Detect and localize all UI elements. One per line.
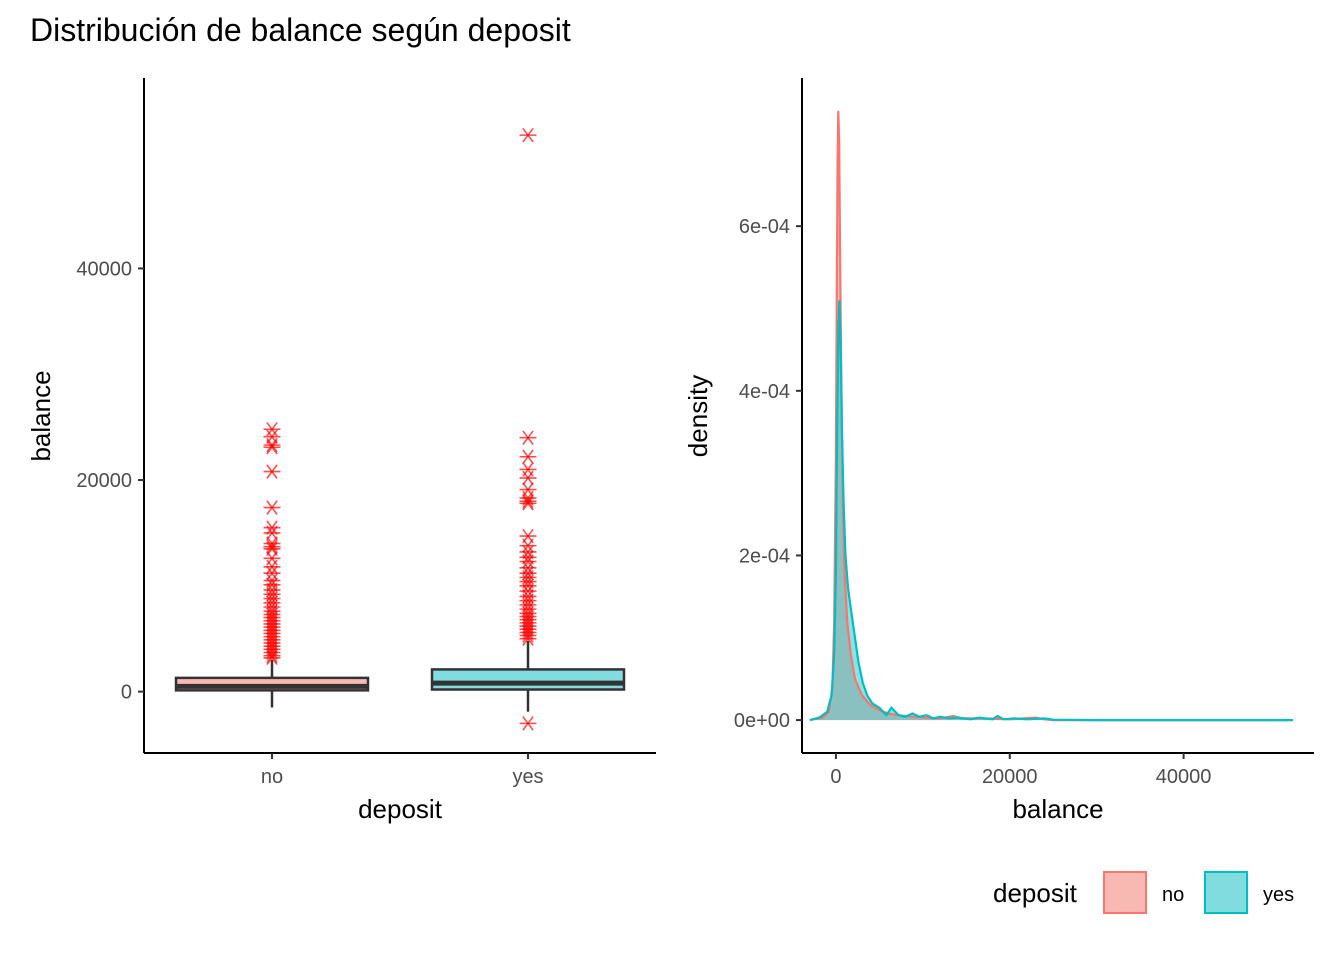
- y-tick-label: 40000: [76, 258, 132, 280]
- outlier-point: [263, 551, 281, 566]
- outlier-point: [519, 538, 537, 553]
- x-tick-label: 0: [830, 766, 841, 788]
- boxplot-axes: 0 20000 40000 no yes: [76, 78, 656, 788]
- legend-key-yes: [1204, 871, 1248, 914]
- y-tick-label: 6e-04: [739, 216, 790, 238]
- outlier-point: [263, 559, 281, 575]
- density-y-axis-title: density: [683, 375, 713, 457]
- outlier-point: [263, 650, 281, 666]
- x-tick-label: 40000: [1156, 766, 1212, 788]
- outlier-point: [519, 609, 537, 624]
- outlier-point: [519, 462, 537, 477]
- outlier-point: [263, 525, 281, 541]
- outlier-point: [263, 616, 281, 632]
- box-no: [174, 421, 370, 708]
- outlier-point: [263, 429, 281, 444]
- outlier-point: [263, 437, 281, 453]
- outlier-point: [519, 430, 537, 445]
- legend-key-no: [1103, 871, 1147, 914]
- outlier-point: [263, 421, 281, 437]
- legend-title: deposit: [993, 878, 1078, 908]
- y-tick-label: 4e-04: [739, 381, 790, 403]
- outlier-point: [519, 615, 537, 631]
- legend-label-yes: yes: [1263, 884, 1294, 906]
- y-tick-label: 0: [121, 682, 132, 704]
- outlier-point: [519, 482, 537, 497]
- y-tick-label: 2e-04: [739, 545, 790, 567]
- legend-label-no: no: [1162, 884, 1184, 906]
- outlier-point: [263, 648, 281, 663]
- x-tick-label: 20000: [982, 766, 1038, 788]
- boxplot-panel: 0 20000 40000 no yes deposit balance: [26, 78, 656, 824]
- density-axes: 0e+00 2e-04 4e-04 6e-04 0 20000 40000: [734, 78, 1314, 788]
- outlier-point: [263, 500, 281, 515]
- outlier-point: [263, 632, 281, 648]
- outlier-point: [263, 622, 281, 638]
- outlier-point: [263, 539, 281, 554]
- outlier-point: [263, 607, 281, 622]
- box-body: [430, 668, 626, 691]
- density-marks: [809, 110, 1294, 722]
- outlier-point: [263, 638, 281, 654]
- outlier-point: [519, 621, 537, 637]
- density-x-axis-title: balance: [1012, 794, 1103, 824]
- outlier-point: [519, 631, 537, 647]
- outlier-point: [519, 493, 537, 509]
- y-tick-label: 20000: [76, 470, 132, 492]
- x-tick-label: yes: [512, 766, 543, 788]
- box-yes: [430, 127, 626, 731]
- boxplot-y-axis-title: balance: [26, 370, 56, 461]
- boxplot-x-axis-title: deposit: [358, 794, 443, 824]
- outlier-point: [263, 439, 281, 455]
- density-line-no: [809, 110, 1288, 722]
- chart-title: Distribución de balance según deposit: [30, 12, 571, 48]
- boxplot-marks: [174, 127, 626, 731]
- y-tick-label: 0e+00: [734, 710, 790, 732]
- outlier-point: [263, 635, 281, 651]
- outlier-point: [263, 619, 281, 635]
- outlier-point: [263, 565, 281, 581]
- outlier-point: [519, 449, 537, 465]
- outlier-point: [519, 618, 537, 634]
- outlier-point: [519, 612, 537, 627]
- outlier-point: [519, 470, 537, 486]
- outlier-point: [519, 127, 537, 143]
- x-tick-label: no: [261, 766, 283, 788]
- outlier-point: [519, 625, 537, 640]
- outlier-point: [263, 610, 281, 625]
- outlier-point: [263, 626, 281, 641]
- outlier-point: [263, 629, 281, 644]
- outlier-point: [519, 716, 537, 731]
- outlier-point: [263, 613, 281, 629]
- outlier-point: [263, 642, 281, 657]
- density-area-no: [809, 110, 1288, 721]
- outlier-point: [519, 496, 537, 511]
- density-area-yes: [809, 300, 1294, 721]
- density-line-yes: [809, 300, 1294, 722]
- outlier-point: [519, 628, 537, 643]
- outlier-point: [263, 464, 281, 479]
- legend: deposit no yes: [993, 871, 1294, 914]
- outlier-point: [519, 528, 537, 544]
